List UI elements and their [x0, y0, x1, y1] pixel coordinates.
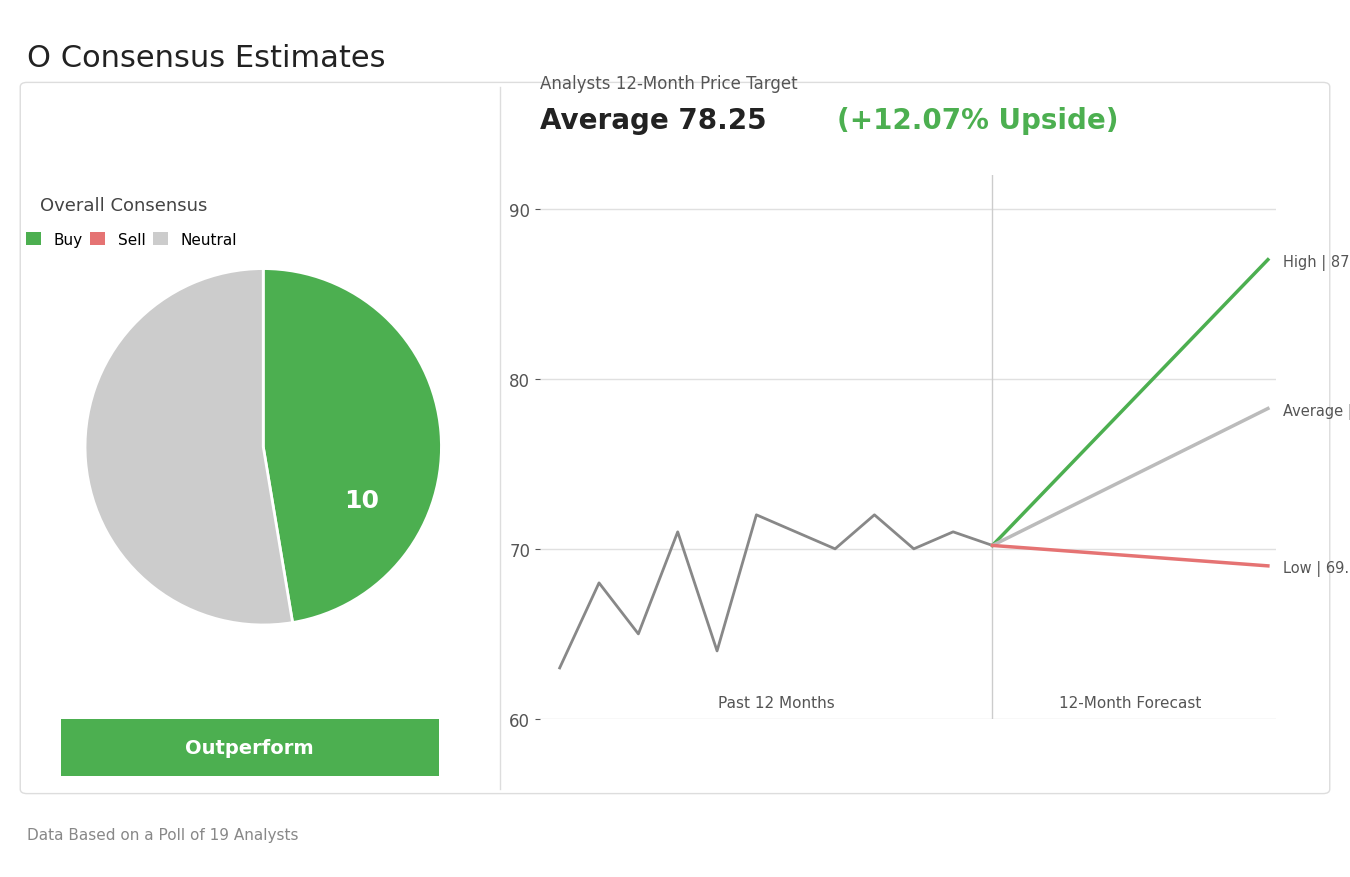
Text: Outperform: Outperform — [185, 738, 315, 757]
Text: O Consensus Estimates: O Consensus Estimates — [27, 44, 386, 73]
Text: Past 12 Months: Past 12 Months — [718, 695, 834, 710]
FancyBboxPatch shape — [23, 714, 477, 782]
Wedge shape — [263, 269, 441, 623]
Text: 12-Month Forecast: 12-Month Forecast — [1058, 695, 1202, 710]
Text: Data Based on a Poll of 19 Analysts: Data Based on a Poll of 19 Analysts — [27, 827, 298, 842]
Text: Analysts 12-Month Price Target: Analysts 12-Month Price Target — [540, 75, 798, 93]
Legend: Buy, Sell, Neutral: Buy, Sell, Neutral — [26, 232, 238, 247]
Text: Overall Consensus: Overall Consensus — [40, 197, 208, 215]
Text: (+12.07% Upside): (+12.07% Upside) — [837, 107, 1119, 135]
Wedge shape — [85, 269, 293, 625]
Text: Average 78.25: Average 78.25 — [540, 107, 786, 135]
Text: 10: 10 — [344, 488, 379, 513]
